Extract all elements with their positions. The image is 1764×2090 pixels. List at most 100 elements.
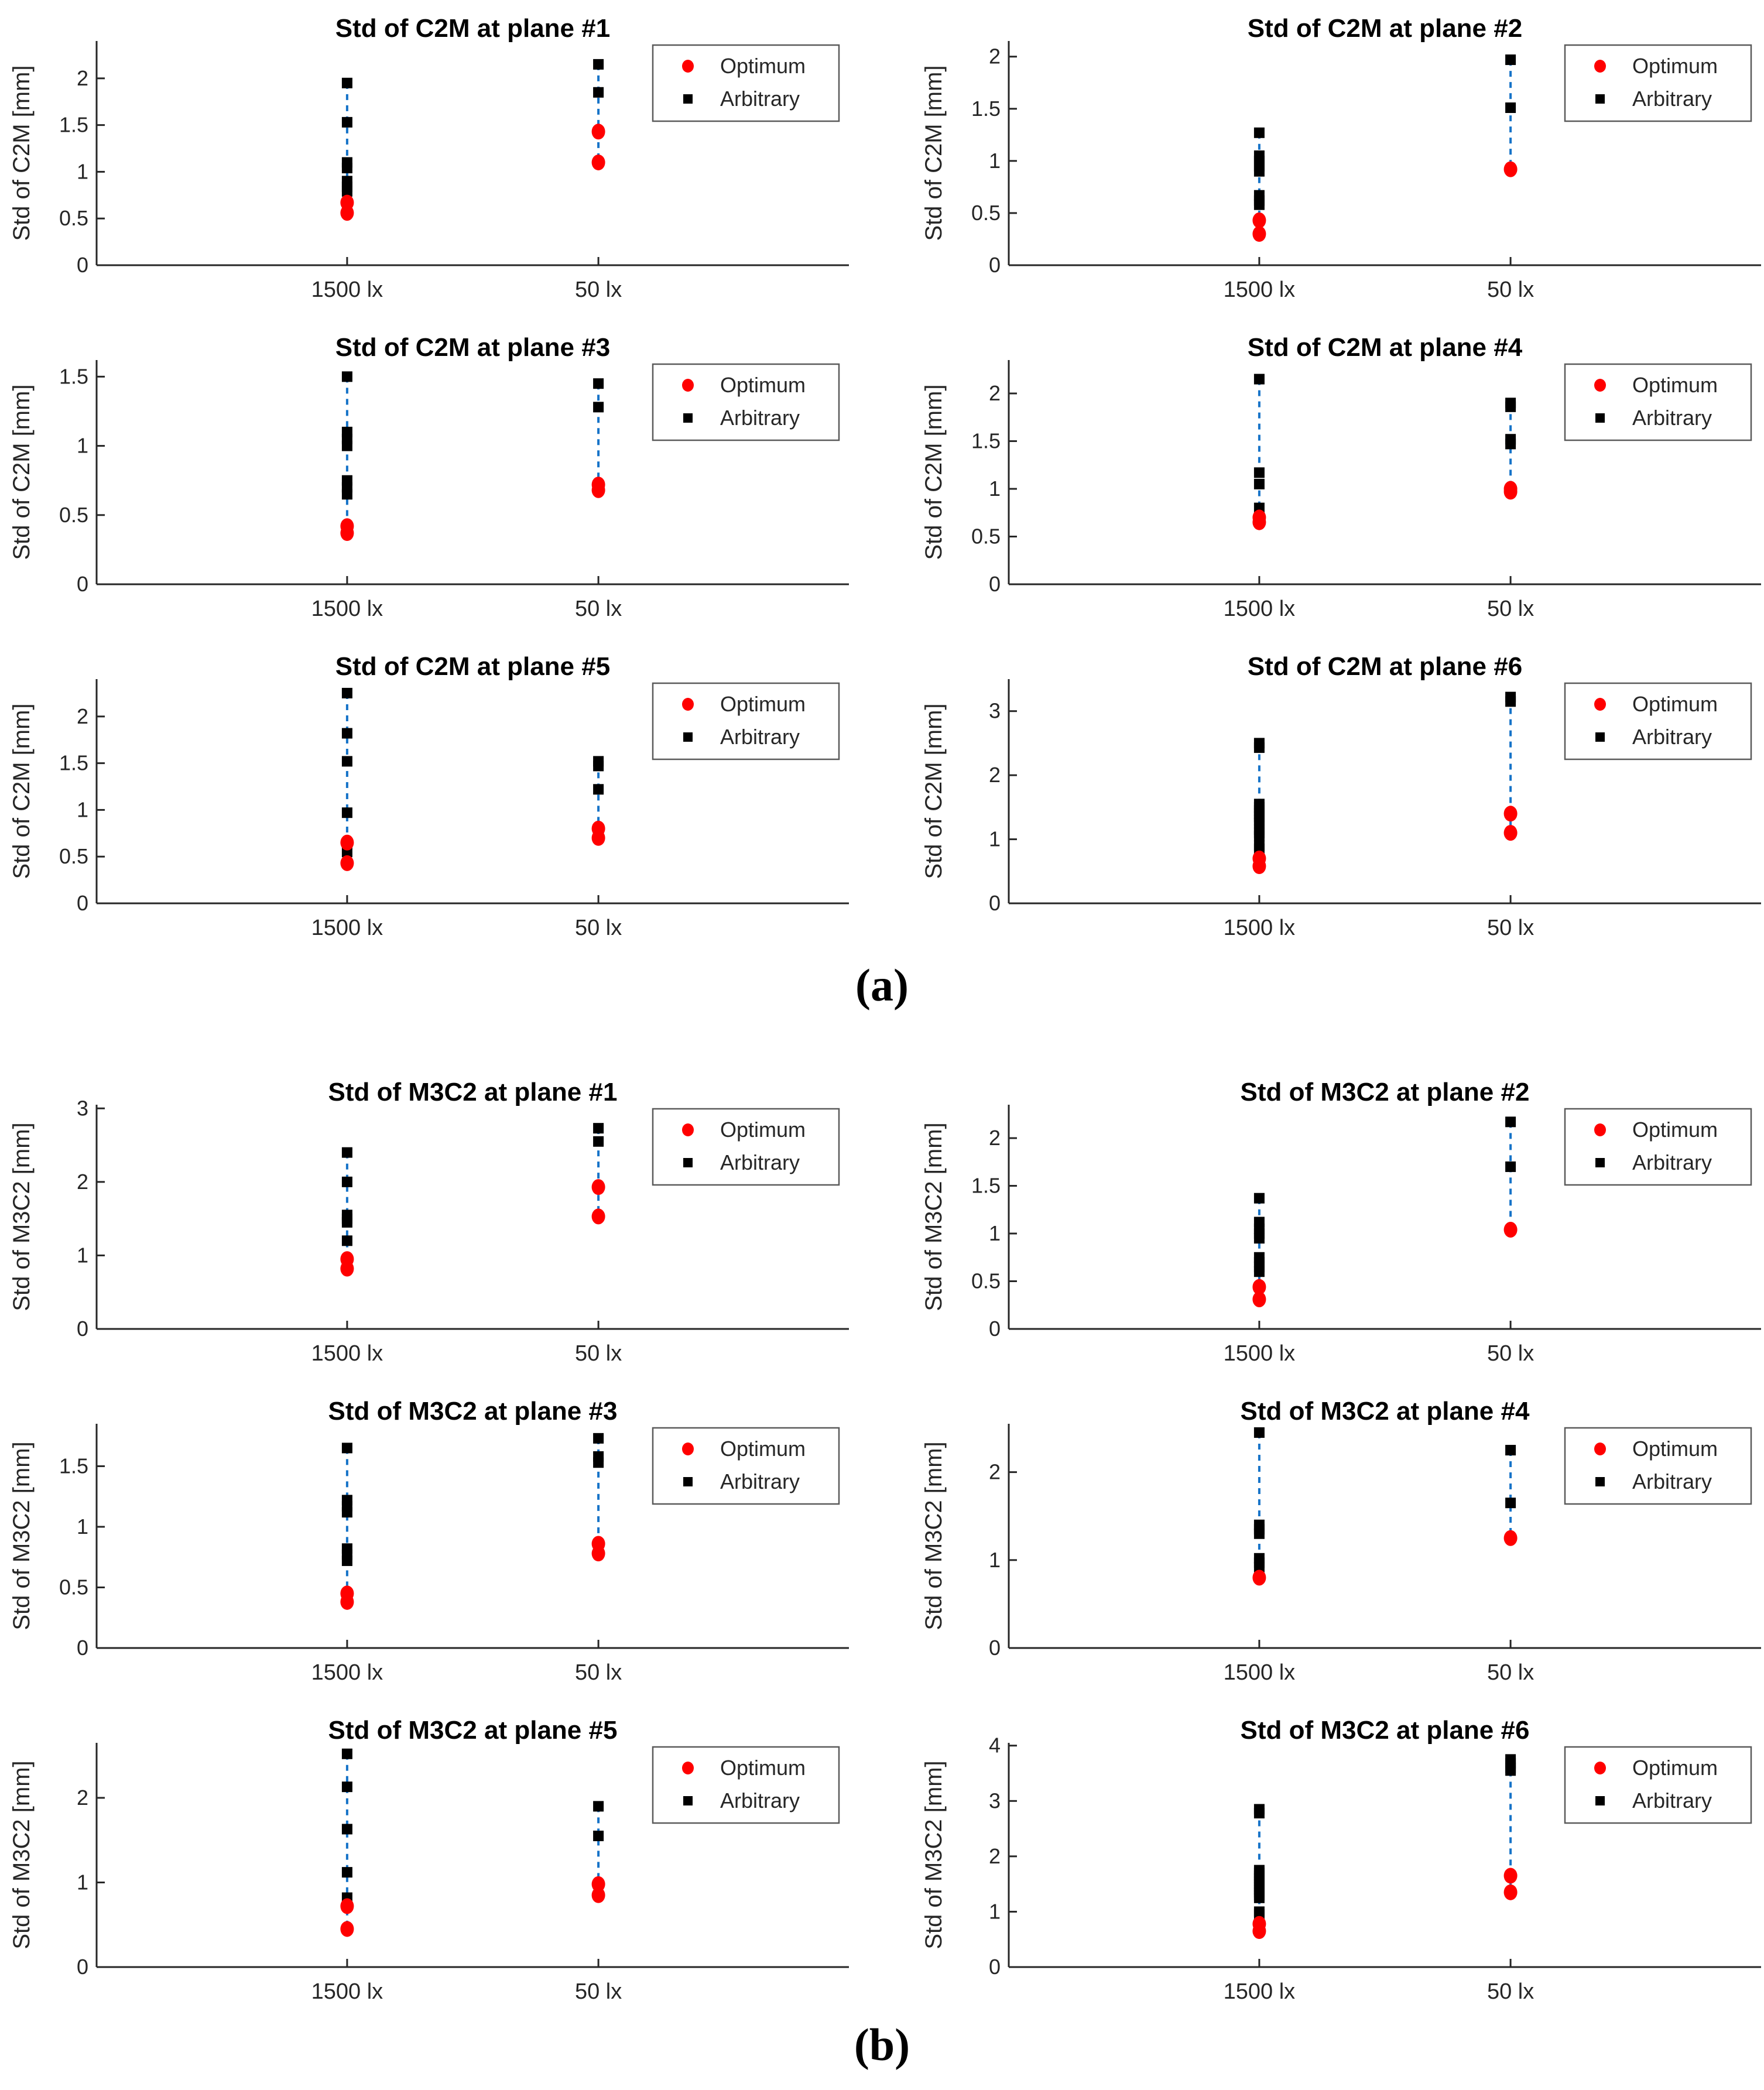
optimum-marker [340,1594,354,1610]
y-tick-label: 0 [77,1636,88,1660]
subplot-std-of-c2m-at-plane-5: Std of C2M at plane #5 Std of C2M [mm] 0 0.… [6,647,852,966]
arbitrary-marker [341,440,352,451]
arbitrary-marker [593,1123,604,1134]
arbitrary-marker [1253,831,1265,842]
arbitrary-marker [593,1136,604,1147]
x-tick-label: 50 lx [575,1979,622,2004]
optimum-marker [591,1546,605,1562]
legend-arbitrary-label: Arbitrary [720,725,800,749]
arbitrary-marker [1253,1528,1265,1539]
optimum-marker [340,855,354,871]
y-tick-label: 1.5 [59,751,88,775]
subplot-title: Std of C2M at plane #3 [335,333,610,362]
legend: Optimum Arbitrary [1564,363,1752,441]
legend-box [1564,363,1752,441]
arbitrary-marker [341,371,352,382]
legend-arbitrary-icon [1595,1477,1605,1486]
x-tick-label: 50 lx [1487,916,1534,940]
arbitrary-marker [1505,1161,1516,1172]
y-axis-label: Std of C2M [mm] [9,384,35,560]
legend-box [1564,682,1752,760]
x-tick-label: 1500 lx [311,277,383,302]
legend-optimum-label: Optimum [720,1756,806,1780]
subplot-std-of-m3c2-at-plane-4: Std of M3C2 at plane #4 Std of M3C2 [mm] 0… [918,1392,1764,1711]
subplot-std-of-c2m-at-plane-3: Std of C2M at plane #3 Std of C2M [mm] 0 0.… [6,328,852,647]
arbitrary-marker [341,489,352,500]
y-tick-label: 3 [989,1789,1001,1813]
x-tick-label: 50 lx [1487,1660,1534,1685]
optimum-marker [1252,514,1266,530]
y-tick-label: 0.5 [971,201,1001,225]
subplot-title: Std of M3C2 at plane #5 [328,1716,618,1745]
legend: Optimum Arbitrary [1564,1108,1752,1186]
x-tick-label: 1500 lx [311,1341,383,1366]
y-tick-label: 1 [77,1870,88,1894]
subplot-std-of-c2m-at-plane-6: Std of C2M at plane #6 Std of C2M [mm] 0 1 2… [918,647,1764,966]
optimum-marker [591,1179,605,1195]
y-tick-label: 2 [989,1126,1001,1150]
optimum-marker [1503,1868,1518,1884]
subplot-title: Std of C2M at plane #6 [1248,652,1522,681]
legend-optimum-label: Optimum [1632,1437,1718,1461]
arbitrary-marker [341,186,352,197]
arbitrary-marker [1505,102,1516,114]
x-tick-label: 1500 lx [311,1979,383,2004]
legend-arbitrary-label: Arbitrary [1632,725,1712,749]
y-tick-label: 1.5 [59,1454,88,1478]
legend-optimum-icon [1594,1443,1606,1455]
legend-box [652,44,840,122]
arbitrary-marker [341,1176,352,1187]
arbitrary-marker [1505,1116,1516,1128]
x-tick-label: 1500 lx [311,916,383,940]
y-tick-label: 0 [989,1636,1001,1660]
subplot-title: Std of M3C2 at plane #6 [1241,1716,1530,1745]
y-tick-label: 1 [77,434,88,458]
arbitrary-marker [1505,1445,1516,1456]
y-axis-label: Std of C2M [mm] [921,703,947,879]
arbitrary-marker [341,1147,352,1158]
legend: Optimum Arbitrary [652,1746,840,1824]
legend: Optimum Arbitrary [652,44,840,122]
subplot-canvas: Std of M3C2 at plane #4 Std of M3C2 [mm] 0… [921,1397,1761,1685]
y-tick-label: 1.5 [59,113,88,137]
arbitrary-marker [593,1801,604,1812]
y-axis-label: Std of M3C2 [mm] [921,1122,947,1311]
optimum-marker [340,1898,354,1914]
subplot-std-of-m3c2-at-plane-1: Std of M3C2 at plane #1 Std of M3C2 [mm] 0… [6,1073,852,1392]
legend: Optimum Arbitrary [652,682,840,760]
legend-arbitrary-label: Arbitrary [720,1789,800,1813]
optimum-marker [1503,1530,1518,1546]
legend-arbitrary-icon [683,1158,693,1167]
arbitrary-marker [341,1443,352,1454]
y-tick-label: 0.5 [59,844,88,868]
legend-optimum-icon [1594,379,1606,392]
arbitrary-marker [593,378,604,389]
y-axis-label: Std of C2M [mm] [9,703,35,879]
y-tick-label: 1 [989,1899,1001,1923]
arbitrary-marker [1253,127,1265,138]
arbitrary-marker [1505,1765,1516,1776]
arbitrary-marker [593,402,604,413]
y-tick-label: 0.5 [59,1575,88,1599]
arbitrary-marker [341,728,352,739]
subplot-canvas: Std of M3C2 at plane #2 Std of M3C2 [mm] 0… [921,1078,1761,1366]
arbitrary-marker [1505,54,1516,66]
arbitrary-marker [1253,374,1265,385]
y-tick-label: 1 [989,1548,1001,1572]
optimum-marker [340,205,354,221]
subplot-title: Std of M3C2 at plane #3 [328,1397,618,1426]
optimum-marker [1252,212,1266,228]
optimum-marker [340,1921,354,1937]
y-axis-label: Std of C2M [mm] [9,65,35,241]
arbitrary-marker [593,784,604,795]
subplot-canvas: Std of M3C2 at plane #1 Std of M3C2 [mm] 0… [9,1078,849,1366]
optimum-marker [340,1260,354,1277]
optimum-marker [1252,1570,1266,1586]
subplot-canvas: Std of C2M at plane #5 Std of C2M [mm] 0 0.… [9,652,849,940]
y-axis-label: Std of M3C2 [mm] [921,1441,947,1630]
optimum-marker [591,1876,605,1892]
x-tick-label: 50 lx [575,1660,622,1685]
legend-box [1564,1427,1752,1505]
arbitrary-marker [593,87,604,98]
y-tick-label: 0 [989,891,1001,915]
